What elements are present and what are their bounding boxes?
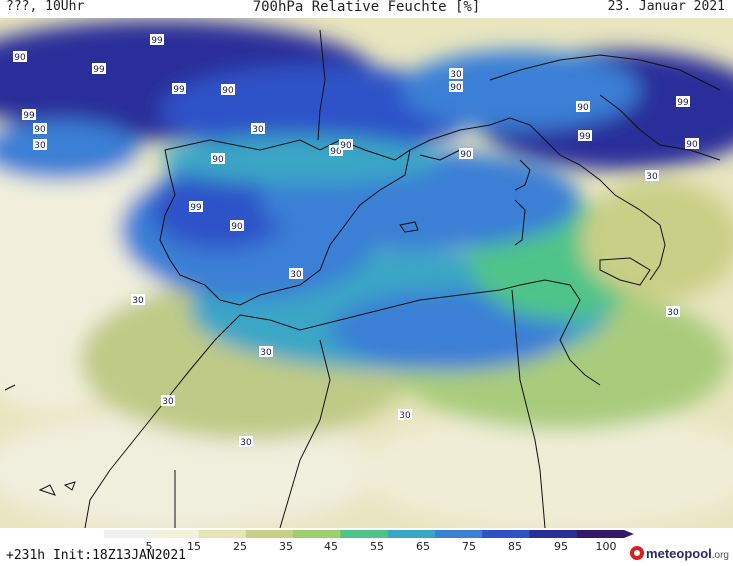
colorbar-tick-label: 25 [233,540,247,553]
svg-text:90: 90 [222,86,234,96]
colorbar-tick-label: 85 [508,540,522,553]
svg-text:99: 99 [677,98,689,108]
colorbar-tick-label: 15 [187,540,201,553]
colorbar-cell [576,530,625,538]
contour-label: 30 [131,294,145,306]
colorbar-cell [482,530,530,538]
svg-text:90: 90 [340,141,352,151]
svg-text:99: 99 [151,36,163,46]
svg-text:30: 30 [667,308,679,318]
colorbar-tick-label: 55 [370,540,384,553]
contour-label: 90 [685,138,699,150]
svg-text:99: 99 [173,85,185,95]
contour-label: 30 [666,306,680,318]
colorbar-cell [434,530,483,538]
colorbar-arrow [624,530,634,538]
colorbar-cell [387,530,436,538]
colorbar-cell [104,530,152,538]
colorbar-tick-label: 65 [416,540,430,553]
contour-label: 30 [289,268,303,280]
svg-text:99: 99 [93,65,105,75]
contour-label: 99 [150,34,164,46]
colorbar-cell [151,530,200,538]
colorbar-tick-label: 95 [554,540,568,553]
svg-text:30: 30 [646,172,658,182]
colorbar-cell [340,530,389,538]
svg-text:99: 99 [579,132,591,142]
svg-text:30: 30 [34,141,46,151]
svg-text:30: 30 [450,70,462,80]
contour-label: 30 [398,409,412,421]
contour-label: 90 [13,51,27,63]
svg-text:30: 30 [240,438,252,448]
contour-label: 90 [329,145,343,157]
contour-label: 30 [33,139,47,151]
contour-label: 90 [576,101,590,113]
contour-label: 90 [449,81,463,93]
colorbar-cell [245,530,294,538]
contour-label: 99 [22,109,36,121]
svg-text:30: 30 [260,348,272,358]
contour-label: 90 [459,148,473,160]
contour-label: 90 [339,139,353,151]
map-title: 700hPa Relative Feuchte [%] [252,0,481,15]
contour-label: 30 [449,68,463,80]
contour-label: 90 [33,123,47,135]
contour-label: 30 [161,395,175,407]
colorbar-cell [293,530,341,538]
meteopool-logo-icon [630,546,644,560]
svg-text:30: 30 [290,270,302,280]
contour-label: 30 [239,436,253,448]
colorbar-tick-label: 75 [462,540,476,553]
svg-text:99: 99 [23,111,35,121]
contour-label: 99 [578,130,592,142]
contour-label: 90 [221,84,235,96]
brand-tld: .org [711,550,729,561]
svg-text:90: 90 [212,155,224,165]
svg-text:99: 99 [190,203,202,213]
svg-text:90: 90 [14,53,26,63]
svg-text:90: 90 [330,147,342,157]
colorbar-tick-label: 45 [324,540,338,553]
contour-label: 99 [172,83,186,95]
colorbar-tick-label: 35 [279,540,293,553]
colorbar-tick-label: 100 [595,540,617,553]
valid-date: 23. Januar 2021 [607,0,725,14]
svg-text:30: 30 [162,397,174,407]
model-run-label: ???, 10Uhr [6,0,85,14]
forecast-run-info: +231h Init:18Z13JAN2021 [6,548,187,563]
svg-text:90: 90 [34,125,46,135]
contour-label: 30 [251,123,265,135]
svg-text:90: 90 [231,222,243,232]
svg-text:90: 90 [577,103,589,113]
contour-label: 99 [189,201,203,213]
colorbar [104,530,634,538]
svg-text:90: 90 [686,140,698,150]
colorbar-tick-label: 5 [145,540,153,553]
svg-text:30: 30 [399,411,411,421]
svg-text:90: 90 [450,83,462,93]
contour-label: 99 [92,63,106,75]
contour-label: 30 [259,346,273,358]
contour-label: 30 [645,170,659,182]
brand-name: meteopool [646,546,712,561]
contour-label: 90 [230,220,244,232]
svg-text:90: 90 [460,150,472,160]
svg-text:30: 30 [132,296,144,306]
colorbar-cell [198,530,247,538]
brand-logo[interactable]: meteopool.org [646,546,729,561]
contour-label: 99 [676,96,690,108]
colorbar-cell [529,530,578,538]
svg-text:30: 30 [252,125,264,135]
contour-label: 90 [211,153,225,165]
